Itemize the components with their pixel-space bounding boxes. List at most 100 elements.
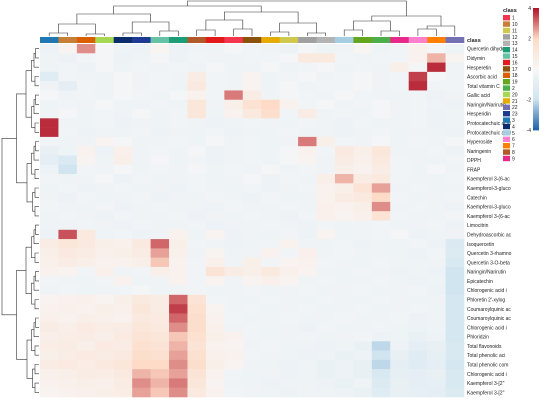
heatmap-cell: [334, 313, 354, 323]
row-label: Kaempferol 3-(6-ac: [467, 214, 510, 220]
row-dendrogram-link: [1, 138, 17, 316]
heatmap-cell: [353, 294, 373, 305]
heatmap-cell: [427, 99, 446, 110]
heatmap-cell: [40, 350, 59, 361]
heatmap-cell: [334, 183, 354, 193]
colorbar-segment: [533, 101, 539, 104]
legend-swatch: [503, 40, 510, 46]
heatmap-cell: [408, 53, 428, 63]
heatmap-cell: [371, 359, 391, 370]
heatmap-cell: [261, 350, 280, 361]
heatmap-cell: [353, 220, 373, 231]
heatmap-cell: [261, 192, 280, 203]
column-dendrogram-link: [270, 31, 290, 36]
heatmap-cell: [261, 81, 280, 91]
row-label: Total phenolic com: [467, 363, 508, 369]
heatmap-cell: [390, 183, 409, 193]
heatmap-cell: [390, 239, 409, 249]
heatmap-cell: [242, 276, 262, 286]
heatmap-cell: [132, 136, 151, 147]
heatmap-cell: [76, 257, 96, 268]
heatmap-cell: [132, 313, 151, 323]
row-label: Limocitrin: [467, 223, 489, 229]
heatmap-cell: [169, 387, 188, 398]
heatmap-cell: [261, 304, 280, 314]
heatmap-cell: [445, 248, 465, 258]
heatmap-cell: [390, 341, 409, 351]
heatmap-cell: [242, 174, 262, 184]
row-dendrogram-link: [34, 345, 39, 356]
annotation-cell: [427, 37, 446, 43]
heatmap-cell: [58, 81, 78, 91]
heatmap-cell: [316, 322, 336, 333]
heatmap-cell: [150, 322, 170, 333]
heatmap-cell: [298, 378, 317, 389]
heatmap-cell: [261, 118, 280, 128]
column-dendrogram-link: [76, 13, 151, 24]
colorbar-segment: [533, 75, 539, 78]
heatmap-cell: [169, 313, 188, 323]
heatmap-cell: [408, 81, 428, 91]
heatmap-cell: [132, 183, 151, 193]
column-dendrogram-link: [224, 11, 299, 23]
heatmap-cell: [390, 146, 409, 156]
heatmap-cell: [316, 220, 336, 231]
heatmap-cell: [187, 44, 207, 54]
heatmap-cell: [408, 62, 428, 73]
heatmap-cell: [353, 192, 373, 203]
heatmap-cell: [390, 387, 409, 398]
heatmap-cell: [334, 192, 354, 203]
heatmap-cell: [113, 220, 133, 231]
row-label: Didymin: [467, 56, 485, 62]
heatmap-cell: [298, 90, 317, 101]
heatmap-cell: [205, 90, 225, 101]
legend-label: 19: [512, 80, 518, 86]
colorbar-segment: [533, 64, 539, 68]
annotation-cell: [334, 37, 354, 43]
heatmap-cell: [445, 174, 465, 184]
heatmap-cell: [242, 211, 262, 221]
heatmap-cell: [279, 341, 299, 351]
heatmap-cell: [169, 44, 188, 54]
row-label: Hesperidin: [467, 112, 491, 118]
heatmap-cell: [76, 350, 96, 361]
class-legend: class 1101112131415161718192202122233456…: [503, 8, 518, 162]
row-dendrogram-link: [34, 382, 39, 393]
heatmap-cell: [224, 192, 244, 203]
heatmap-cell: [113, 359, 133, 370]
heatmap-cell: [427, 174, 446, 184]
heatmap-cell: [95, 99, 115, 110]
heatmap-cell: [132, 304, 151, 314]
colorbar-segment: [533, 73, 539, 76]
colorbar-segment: [533, 32, 539, 35]
legend-label: 15: [512, 54, 518, 60]
heatmap-cell: [224, 127, 244, 138]
heatmap-cell: [113, 136, 133, 147]
heatmap-cell: [390, 294, 409, 305]
colorbar-segment: [533, 79, 539, 82]
heatmap-cell: [224, 285, 244, 296]
heatmap-cell: [150, 220, 170, 231]
legend-title: class: [503, 8, 517, 14]
heatmap-cell: [279, 313, 299, 323]
heatmap-cell: [242, 378, 262, 389]
heatmap-cell: [353, 127, 373, 138]
colorbar-segment: [533, 89, 539, 92]
heatmap-cell: [113, 118, 133, 128]
heatmap-cell: [298, 341, 317, 351]
heatmap-cell: [205, 62, 225, 73]
heatmap-cell: [76, 183, 96, 193]
heatmap-cell: [334, 211, 354, 221]
heatmap-cell: [187, 248, 207, 258]
colorbar-segment: [533, 60, 539, 64]
heatmap-cell: [76, 174, 96, 184]
heatmap-cell: [113, 229, 133, 240]
heatmap-cell: [298, 136, 317, 147]
heatmap-cell: [76, 127, 96, 138]
heatmap-cell: [371, 164, 391, 175]
heatmap-cell: [353, 313, 373, 323]
column-dendrogram-link: [233, 28, 253, 36]
heatmap-cell: [408, 313, 428, 323]
column-dendrogram-link: [85, 33, 105, 36]
